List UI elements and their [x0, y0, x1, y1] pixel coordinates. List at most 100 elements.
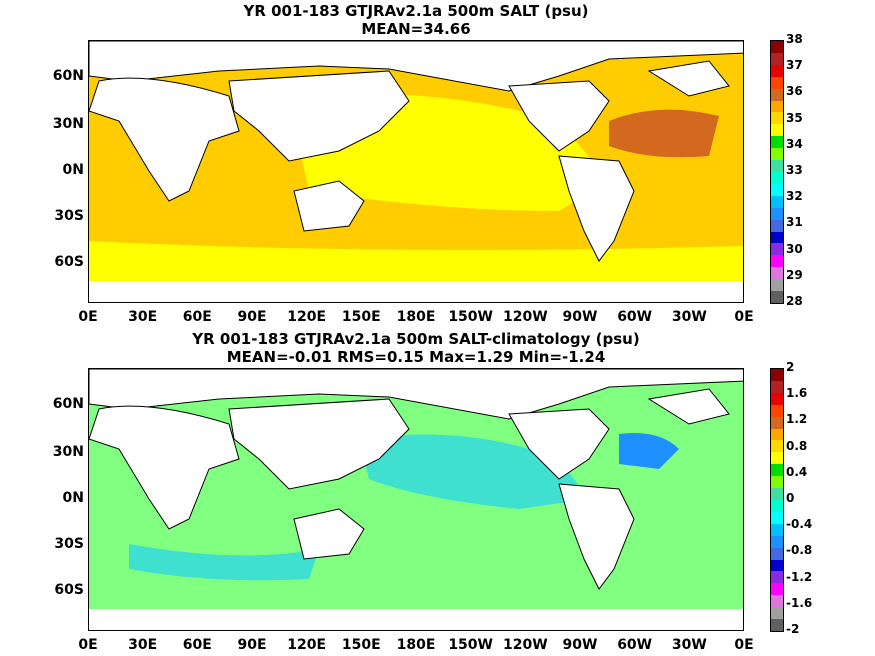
colorbar-label: 37: [786, 58, 803, 73]
colorbar-swatch: [771, 428, 783, 441]
colorbar-label: 0.4: [786, 464, 808, 479]
lat-label: 0N: [62, 490, 84, 506]
lon-label: 90W: [562, 309, 598, 325]
australia-land: [293, 180, 365, 232]
lon-label: 60E: [182, 309, 212, 325]
colorbar-swatch: [771, 88, 783, 101]
lon-label: 90W: [562, 637, 598, 653]
colorbar-label: 38: [786, 32, 803, 46]
colorbar-swatch: [771, 124, 783, 137]
colorbar-label: 1.2: [786, 412, 808, 427]
colorbar-swatch: [771, 243, 783, 256]
lon-label: 30W: [671, 309, 707, 325]
lon-label: 30E: [128, 309, 158, 325]
colorbar-swatch: [771, 595, 783, 608]
lon-label: 0E: [734, 309, 754, 325]
colorbar-label: 0.8: [786, 438, 808, 453]
colorbar-swatch: [771, 231, 783, 244]
colorbar-label: 32: [786, 189, 803, 204]
top-title-line1: YR 001-183 GTJRAv2.1a 500m SALT (psu): [243, 2, 589, 20]
lon-label: 90E: [237, 637, 267, 653]
colorbar-swatch: [771, 219, 783, 232]
lat-label: 0N: [62, 162, 84, 178]
lon-label: 0E: [78, 309, 98, 325]
lon-label: 30W: [671, 637, 707, 653]
colorbar-swatch: [771, 476, 783, 489]
lon-label: 150W: [448, 309, 493, 325]
colorbar-label: -2: [786, 622, 800, 636]
colorbar-swatch: [771, 416, 783, 429]
pacific-anomaly-region: [359, 434, 589, 509]
north-america-land: [508, 80, 610, 152]
colorbar-swatch: [771, 255, 783, 268]
south-america-land: [558, 155, 635, 262]
greenland-land: [647, 388, 730, 425]
lat-label: 30N: [52, 116, 84, 132]
colorbar-swatch: [771, 148, 783, 161]
lat-label: 30S: [54, 536, 84, 552]
colorbar-swatch: [771, 369, 783, 381]
colorbar-swatch: [771, 440, 783, 453]
colorbar-swatch: [771, 499, 783, 512]
colorbar-swatch: [771, 547, 783, 560]
colorbar-swatch: [771, 183, 783, 196]
lon-label: 180E: [396, 637, 436, 653]
top-title-line2: MEAN=34.66: [361, 20, 471, 38]
lat-label: 60S: [54, 254, 84, 270]
asia-land: [228, 398, 410, 490]
colorbar-swatch: [771, 559, 783, 572]
north-america-land: [508, 408, 610, 480]
colorbar-swatch: [771, 136, 783, 149]
lon-label: 0E: [78, 637, 98, 653]
colorbar-swatch: [771, 267, 783, 280]
colorbar-swatch: [771, 607, 783, 620]
colorbar-swatch: [771, 52, 783, 65]
colorbar-swatch: [771, 511, 783, 524]
colorbar-swatch: [771, 100, 783, 113]
lat-label: 30S: [54, 208, 84, 224]
colorbar-swatch: [771, 291, 783, 303]
colorbar-label: 0: [786, 491, 795, 505]
colorbar-swatch: [771, 195, 783, 208]
africa-europe-land: [89, 77, 240, 202]
top-colorbar: [770, 40, 784, 304]
lon-label: 60W: [617, 309, 653, 325]
north-atlantic-low-region: [619, 433, 679, 469]
lon-label: 180E: [396, 309, 436, 325]
lon-label: 120E: [287, 309, 327, 325]
colorbar-swatch: [771, 523, 783, 536]
colorbar-swatch: [771, 452, 783, 465]
colorbar-swatch: [771, 392, 783, 405]
bottom-anomaly-map: [88, 368, 744, 631]
antarctica-land: [89, 281, 743, 302]
australia-land: [293, 508, 365, 560]
lon-label: 150E: [341, 309, 381, 325]
africa-europe-land: [89, 405, 240, 530]
lon-label: 0E: [734, 637, 754, 653]
colorbar-label: 2: [786, 360, 795, 374]
asia-land: [228, 70, 410, 162]
colorbar-swatch: [771, 64, 783, 77]
colorbar-swatch: [771, 571, 783, 584]
colorbar-swatch: [771, 619, 783, 631]
colorbar-label: 36: [786, 84, 803, 99]
ocean-fill: [89, 369, 743, 630]
lon-label: 60W: [617, 637, 653, 653]
bottom-title-line1: YR 001-183 GTJRAv2.1a 500m SALT-climatol…: [192, 330, 640, 348]
colorbar-swatch: [771, 583, 783, 596]
colorbar-swatch: [771, 380, 783, 393]
greenland-land: [647, 60, 730, 97]
colorbar-swatch: [771, 160, 783, 172]
lon-label: 120W: [502, 637, 548, 653]
antarctica-land: [89, 609, 743, 630]
colorbar-swatch: [771, 207, 783, 220]
colorbar-label: 33: [786, 163, 803, 177]
colorbar-label: -1.6: [786, 595, 813, 610]
lon-label: 30E: [128, 637, 158, 653]
colorbar-swatch: [771, 404, 783, 417]
south-indian-anomaly-region: [129, 544, 319, 581]
colorbar-label: 30: [786, 241, 803, 256]
colorbar-swatch: [771, 171, 783, 184]
bottom-colorbar: [770, 368, 784, 632]
colorbar-label: 28: [786, 294, 803, 308]
